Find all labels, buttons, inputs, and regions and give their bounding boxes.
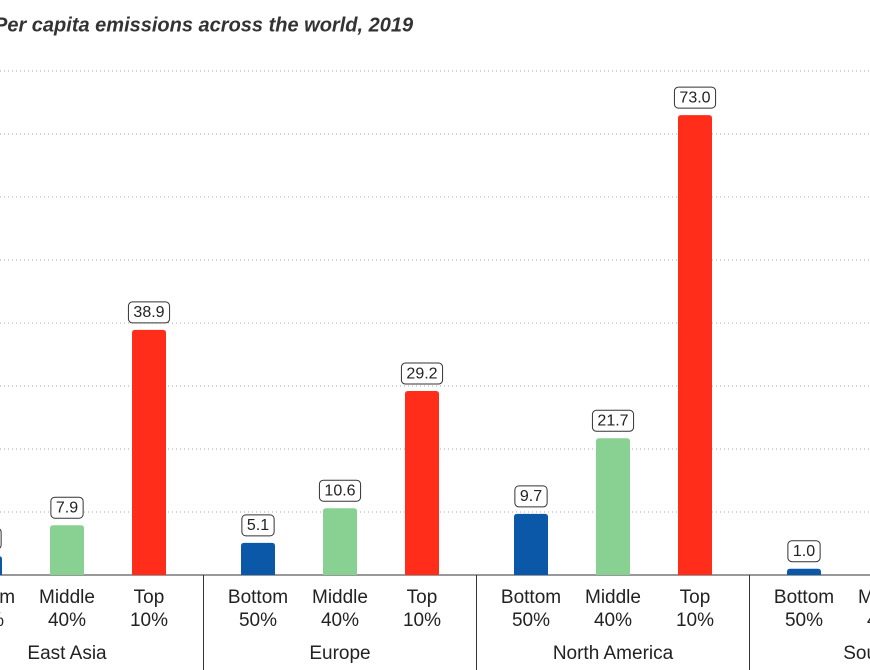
series-label: Top 10% — [130, 587, 168, 631]
value-label-box — [0, 528, 2, 549]
value-label-box — [127, 301, 171, 324]
value-label-box — [591, 409, 635, 432]
value-label-box — [787, 540, 821, 563]
bar — [405, 391, 439, 575]
value-label: 38.9 — [133, 304, 164, 321]
bar — [678, 115, 712, 575]
value-label: 5.1 — [247, 517, 269, 534]
value-label-box — [400, 362, 444, 385]
value-label-box — [241, 514, 275, 537]
value-label-box — [673, 86, 717, 109]
chart-title: Per capita emissions across the world, 2… — [0, 14, 414, 36]
bar — [596, 438, 630, 575]
bar — [514, 513, 548, 575]
series-label: Top 10% — [403, 587, 441, 631]
value-label: 29.2 — [406, 365, 437, 382]
bar — [323, 508, 357, 575]
value-label: 1.0 — [793, 543, 815, 560]
value-label-box — [50, 496, 84, 519]
value-label: 7.9 — [56, 499, 78, 516]
bar — [50, 525, 84, 575]
category-label: Europe — [309, 643, 370, 664]
value-label: 21.7 — [597, 413, 628, 430]
bar — [787, 568, 821, 575]
bar — [0, 556, 2, 575]
value-label: 9.7 — [520, 488, 542, 505]
bar — [241, 542, 275, 575]
category-label: South & S — [843, 643, 870, 664]
value-label-box — [318, 479, 362, 502]
value-label-box — [514, 485, 548, 508]
series-label: Top 10% — [676, 587, 714, 631]
bar — [132, 329, 166, 575]
category-label: North America — [553, 643, 674, 664]
value-label: 10.6 — [324, 482, 355, 499]
value-label: 73.0 — [679, 89, 710, 106]
category-label: East Asia — [27, 643, 107, 664]
